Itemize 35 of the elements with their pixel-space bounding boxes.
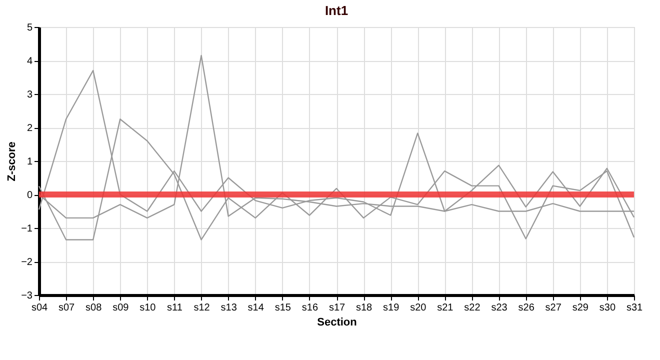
- chart-title: Int1: [324, 3, 348, 18]
- y-tick-label: 4: [26, 56, 33, 67]
- x-tick-label: s19: [383, 302, 400, 314]
- x-tick-label: s31: [626, 302, 643, 314]
- x-tick-label: s30: [599, 302, 616, 314]
- x-tick-label: s18: [356, 302, 373, 314]
- x-tick-label: s22: [464, 302, 481, 314]
- x-tick-label: s27: [545, 302, 562, 314]
- x-tick-label: s26: [518, 302, 535, 314]
- x-tick-label: s13: [220, 302, 238, 314]
- x-tick-label: s29: [572, 302, 589, 314]
- x-tick-label: s07: [58, 302, 76, 314]
- x-tick-label: s23: [491, 302, 508, 314]
- y-tick-label: 2: [26, 123, 33, 134]
- x-tick-label: s20: [410, 302, 427, 314]
- x-tick-label: s12: [194, 302, 210, 314]
- x-tick-label: s16: [302, 302, 318, 314]
- x-tick-label: s17: [328, 302, 346, 314]
- x-tick-label: s09: [112, 302, 130, 314]
- y-tick-label: −2: [21, 257, 33, 268]
- x-tick-label: s08: [86, 302, 102, 314]
- y-tick-label: 3: [26, 90, 33, 100]
- x-tick-label: s04: [31, 302, 48, 314]
- y-axis-title: Z-score: [6, 142, 18, 182]
- y-tick-label: 5: [26, 22, 33, 34]
- x-tick-label: s21: [437, 302, 454, 314]
- x-axis-title: Section: [317, 316, 358, 328]
- x-tick-label: s11: [167, 302, 183, 314]
- x-tick-label: s14: [248, 302, 264, 314]
- y-tick-label: −3: [21, 290, 33, 302]
- y-tick-label: 0: [26, 190, 33, 201]
- y-tick-label: −1: [21, 224, 33, 234]
- y-tick-label: 1: [26, 156, 33, 168]
- x-tick-label: s10: [140, 302, 156, 314]
- x-tick-label: s15: [274, 302, 292, 314]
